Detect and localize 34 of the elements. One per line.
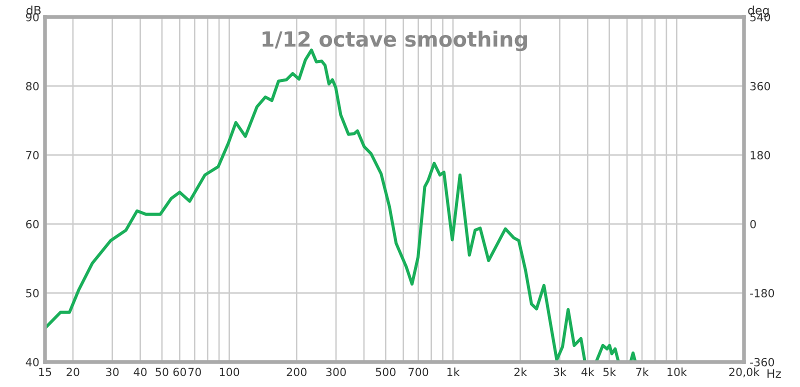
text: 1/12 octave smoothing xyxy=(262,30,527,52)
y2-tick-label: 180 xyxy=(750,150,770,160)
x-tick-label: 20,0k xyxy=(729,368,760,378)
y-tick-label: 40 xyxy=(26,358,39,366)
y2-tick-label: 0 xyxy=(750,220,756,228)
x-tick-label: 500 xyxy=(376,368,396,376)
y-axis-title: dB xyxy=(26,6,41,15)
y2-tick-label: -360 xyxy=(750,358,774,366)
y-tick-label: 60 xyxy=(26,220,39,228)
x-tick-label: 20 xyxy=(66,368,80,376)
x-tick-label: 15 xyxy=(39,368,52,376)
y-tick-label: 90 xyxy=(26,12,39,22)
y-tick-label: 70 xyxy=(26,150,39,160)
x-tick-label: 5k xyxy=(603,368,616,376)
x-tick-label: 4k xyxy=(581,368,594,376)
x-tick-label: 7k xyxy=(636,368,649,376)
x-tick-label: 700 xyxy=(408,368,428,376)
x-tick-label: 60 xyxy=(173,368,186,376)
x-tick-label: 100 xyxy=(220,368,240,376)
y-tick-label: 80 xyxy=(26,82,39,90)
x-axis-title: Hz xyxy=(768,369,781,378)
x-tick-label: 3k xyxy=(554,368,566,376)
x-tick-label: 30 xyxy=(106,368,119,376)
y2-tick-label: -180 xyxy=(750,288,774,298)
x-tick-label: 50 xyxy=(156,368,168,376)
x-tick-label: 200 xyxy=(286,368,306,376)
y-tick-label: 50 xyxy=(26,288,39,298)
x-tick-label: 1k xyxy=(447,368,460,376)
x-tick-label: 10k xyxy=(668,368,687,376)
x-tick-label: 70 xyxy=(188,368,201,376)
x-tick-label: 2k xyxy=(514,368,528,376)
x-tick-label: 300 xyxy=(326,368,346,376)
x-tick-label: 40 xyxy=(134,368,147,376)
y2-tick-label: 360 xyxy=(750,82,770,90)
